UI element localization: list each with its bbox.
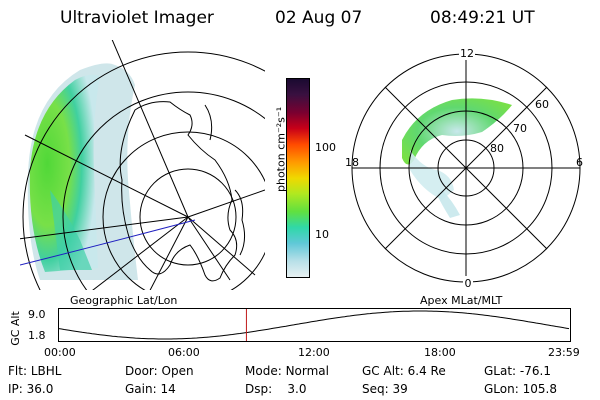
info-seq: Seq: 39	[362, 382, 408, 396]
info-gain: Gain: 14	[125, 382, 176, 396]
mlt-label-6: 6	[576, 156, 583, 169]
colorbar-tick-100: 100	[315, 141, 336, 154]
timeline-y-tick-max: 9.0	[28, 308, 46, 321]
colorbar-gradient	[287, 79, 309, 277]
info-door: Door: Open	[125, 364, 194, 378]
info-filter: Flt: LBHL	[8, 364, 62, 378]
geographic-map	[20, 40, 265, 290]
info-gc-alt: GC Alt: 6.4 Re	[362, 364, 446, 378]
timeline-x-tick-0: 00:00	[44, 346, 76, 359]
timeline-x-tick-1: 06:00	[168, 346, 200, 359]
lat-label-70: 70	[513, 122, 527, 135]
info-ip: IP: 36.0	[8, 382, 54, 396]
timeline-y-tick-min: 1.8	[28, 329, 46, 342]
date-label: 02 Aug 07	[275, 8, 363, 28]
time-label: 08:49:21 UT	[430, 8, 535, 28]
lat-label-80: 80	[490, 142, 504, 155]
instrument-title: Ultraviolet Imager	[60, 8, 214, 28]
info-dsp: Dsp: 3.0	[245, 382, 307, 396]
mlt-label-18: 18	[345, 156, 359, 169]
info-glat: GLat: -76.1	[484, 364, 551, 378]
timeline-x-tick-2: 12:00	[298, 346, 330, 359]
lat-label-60: 60	[535, 98, 549, 111]
altitude-curve	[58, 310, 570, 340]
timeline-y-label: GC Alt	[8, 311, 22, 346]
timeline-x-tick-3: 18:00	[424, 346, 456, 359]
mlt-label-0: 0	[465, 277, 472, 290]
timeline-x-tick-4: 23:59	[548, 346, 580, 359]
mlt-label-12: 12	[460, 47, 474, 60]
info-glon: GLon: 105.8	[484, 382, 557, 396]
magnetic-polar-plot: 12 0 18 6 60 70 80	[345, 46, 583, 290]
info-mode: Mode: Normal	[245, 364, 329, 378]
magnetic-caption: Apex MLat/MLT	[420, 294, 503, 307]
colorbar-unit-label: photon cm⁻²s⁻¹	[274, 106, 288, 192]
colorbar	[286, 78, 310, 278]
altitude-timeline	[58, 308, 571, 342]
geographic-caption: Geographic Lat/Lon	[70, 294, 178, 307]
colorbar-tick-10: 10	[315, 228, 329, 241]
